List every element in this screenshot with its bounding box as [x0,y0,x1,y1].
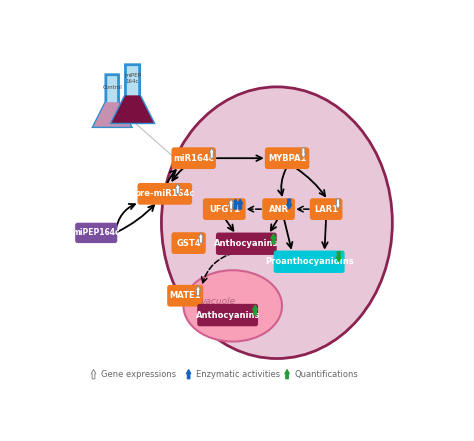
Text: ANR: ANR [269,205,289,213]
Text: UFGT1: UFGT1 [209,205,240,213]
Text: GST4: GST4 [176,239,201,247]
FancyArrow shape [195,285,201,296]
FancyBboxPatch shape [167,285,203,306]
FancyBboxPatch shape [172,147,216,169]
FancyBboxPatch shape [172,232,206,254]
FancyArrow shape [336,251,341,262]
Text: miR164c: miR164c [173,153,214,163]
Text: miPEP
164c: miPEP 164c [124,73,141,84]
Text: vacuole: vacuole [200,297,235,306]
Text: Gene expressions: Gene expressions [101,370,176,379]
Text: Quantifications: Quantifications [294,370,358,379]
Text: LAR1: LAR1 [314,205,338,213]
FancyArrow shape [209,148,214,158]
FancyArrow shape [175,183,181,194]
FancyArrow shape [237,199,243,209]
FancyArrow shape [285,370,290,379]
Polygon shape [93,75,131,127]
FancyArrow shape [286,199,292,209]
FancyBboxPatch shape [197,304,258,326]
FancyBboxPatch shape [262,198,295,220]
FancyBboxPatch shape [75,223,117,243]
Text: MYBPA1: MYBPA1 [268,153,306,163]
Polygon shape [111,65,154,123]
FancyBboxPatch shape [273,250,345,273]
FancyArrow shape [198,233,203,243]
Text: Control: Control [102,85,122,90]
FancyBboxPatch shape [265,147,310,169]
FancyArrow shape [91,370,96,379]
FancyArrow shape [253,305,258,315]
FancyBboxPatch shape [203,198,246,220]
FancyBboxPatch shape [216,232,277,255]
Text: pre-miR164c: pre-miR164c [135,189,195,198]
FancyArrow shape [271,234,276,244]
FancyArrow shape [301,148,306,158]
Polygon shape [93,102,131,127]
Text: MATE1: MATE1 [169,291,201,300]
Ellipse shape [183,270,282,342]
Text: miPEP164c: miPEP164c [73,228,120,237]
FancyArrow shape [335,199,341,209]
Text: Anthocyanins: Anthocyanins [195,310,260,320]
Polygon shape [111,95,154,123]
FancyBboxPatch shape [310,198,342,220]
Ellipse shape [162,87,392,359]
Text: Anthocyanins: Anthocyanins [214,239,279,248]
FancyArrow shape [228,199,234,209]
Text: Proanthocyanidins: Proanthocyanidins [265,257,354,266]
FancyArrow shape [233,199,238,209]
Text: Enzymatic activities: Enzymatic activities [196,370,280,379]
FancyArrow shape [186,370,191,379]
FancyBboxPatch shape [137,183,192,205]
